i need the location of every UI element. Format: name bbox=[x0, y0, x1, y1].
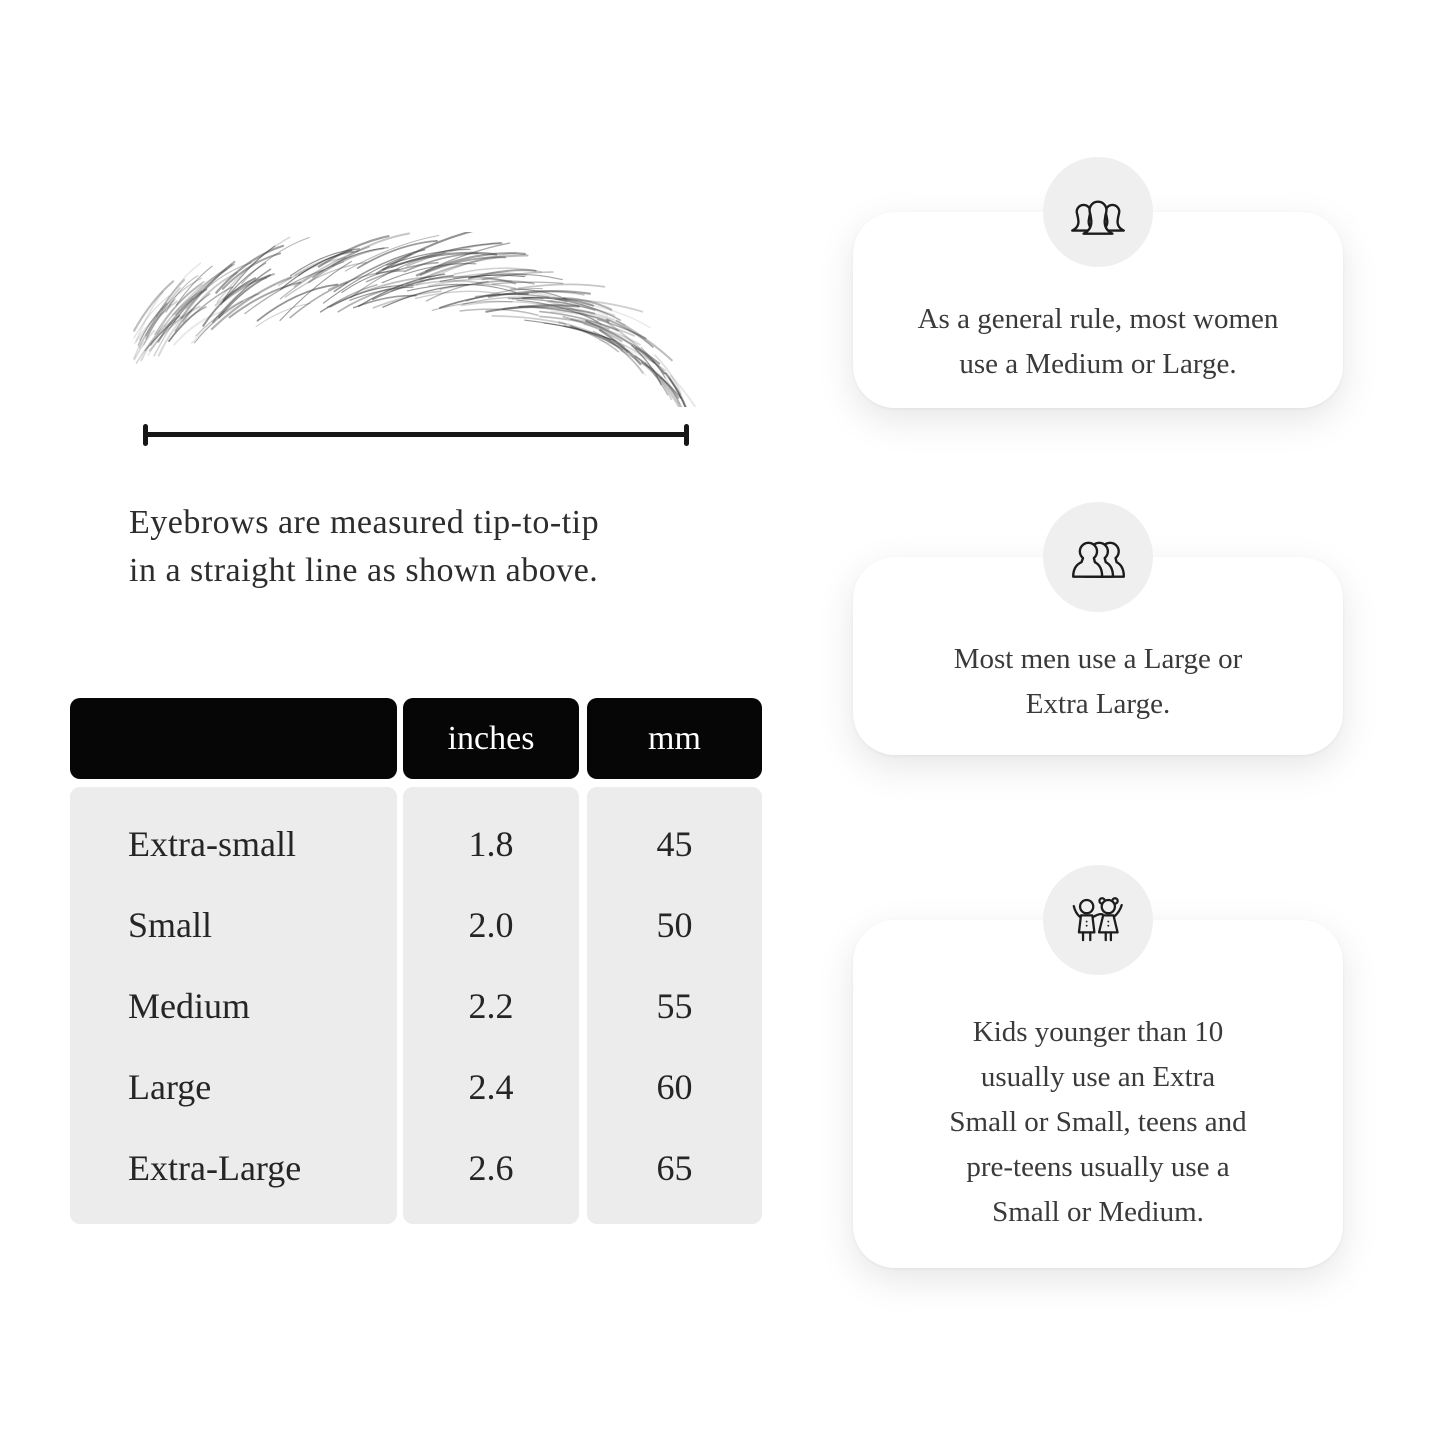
size-table-header: inches mm bbox=[70, 698, 762, 779]
women-group-icon bbox=[1071, 200, 1125, 235]
size-cell: Small bbox=[128, 904, 213, 945]
icon-circle bbox=[1043, 157, 1153, 267]
measurement-line bbox=[146, 432, 686, 437]
children-icon bbox=[1072, 897, 1123, 942]
size-table-header-mm: mm bbox=[587, 698, 762, 779]
note-card-kids: Kids younger than 10 usually use an Extr… bbox=[853, 865, 1343, 1268]
measurement-line-endcap-right bbox=[684, 424, 689, 446]
mm-cell: 50 bbox=[656, 904, 693, 945]
inches-cell: 2.6 bbox=[468, 1147, 514, 1188]
size-cell: Large bbox=[128, 1066, 212, 1107]
table-row: Medium 2.2 55 bbox=[70, 965, 762, 1046]
inches-cell: 2.4 bbox=[468, 1066, 514, 1107]
inches-cell: 2.0 bbox=[468, 904, 514, 945]
table-row: Large 2.4 60 bbox=[70, 1046, 762, 1127]
measurement-caption: Eyebrows are measured tip-to-tip in a st… bbox=[129, 504, 600, 589]
size-column-background bbox=[70, 787, 397, 1224]
note-card-women: As a general rule, most women use a Medi… bbox=[853, 157, 1343, 408]
mm-cell: 45 bbox=[656, 823, 693, 864]
mm-cell: 55 bbox=[656, 985, 693, 1026]
note-text: Most men use a Large or Extra Large. bbox=[953, 643, 1243, 720]
table-row: Extra-small 1.8 45 bbox=[70, 803, 762, 884]
mm-cell: 60 bbox=[656, 1066, 693, 1107]
inches-cell: 2.2 bbox=[468, 985, 514, 1026]
note-text: Kids younger than 10 usually use an Extr… bbox=[949, 1015, 1247, 1228]
measurement-line-endcap-left bbox=[143, 424, 148, 446]
inches-column-background bbox=[403, 787, 579, 1224]
note-text: As a general rule, most women use a Medi… bbox=[917, 303, 1279, 380]
mm-cell: 65 bbox=[656, 1147, 693, 1188]
size-cell: Extra-small bbox=[128, 823, 296, 864]
icon-circle bbox=[1043, 865, 1153, 975]
table-row: Extra-Large 2.6 65 bbox=[70, 1127, 762, 1208]
men-group-icon bbox=[1072, 541, 1126, 578]
size-cell: Medium bbox=[128, 985, 250, 1026]
inches-cell: 1.8 bbox=[468, 823, 514, 864]
mm-column-background bbox=[587, 787, 762, 1224]
size-table-header-size bbox=[70, 698, 397, 779]
size-table-header-inches: inches bbox=[403, 698, 579, 779]
note-card-men: Most men use a Large or Extra Large. bbox=[853, 502, 1343, 755]
eyebrow-illustration bbox=[133, 232, 697, 407]
size-table-body: Extra-small 1.8 45 Small 2.0 50 Medium 2… bbox=[70, 787, 762, 1224]
size-table-rows: Extra-small 1.8 45 Small 2.0 50 Medium 2… bbox=[70, 803, 762, 1208]
size-cell: Extra-Large bbox=[128, 1147, 302, 1188]
size-table: inches mm Extra-small 1.8 45 Small 2.0 5… bbox=[70, 698, 762, 1224]
icon-circle bbox=[1043, 502, 1153, 612]
table-row: Small 2.0 50 bbox=[70, 884, 762, 965]
